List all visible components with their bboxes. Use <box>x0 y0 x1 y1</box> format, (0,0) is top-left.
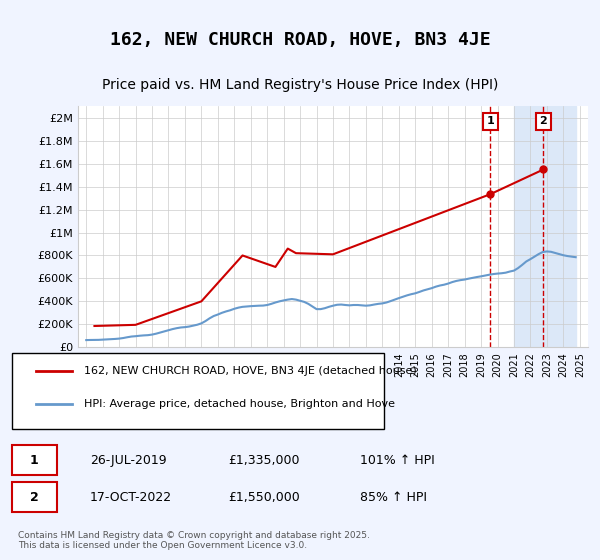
Text: 17-OCT-2022: 17-OCT-2022 <box>90 491 172 504</box>
Text: £1,550,000: £1,550,000 <box>228 491 300 504</box>
Text: 1: 1 <box>30 454 38 467</box>
Text: 85% ↑ HPI: 85% ↑ HPI <box>360 491 427 504</box>
Text: 162, NEW CHURCH ROAD, HOVE, BN3 4JE: 162, NEW CHURCH ROAD, HOVE, BN3 4JE <box>110 31 490 49</box>
Bar <box>514 106 575 347</box>
FancyBboxPatch shape <box>12 445 57 475</box>
Text: 2: 2 <box>30 491 38 504</box>
Text: Contains HM Land Registry data © Crown copyright and database right 2025.
This d: Contains HM Land Registry data © Crown c… <box>18 531 370 550</box>
Text: 2: 2 <box>539 116 547 127</box>
Text: £1,335,000: £1,335,000 <box>228 454 299 467</box>
Text: 26-JUL-2019: 26-JUL-2019 <box>90 454 167 467</box>
FancyBboxPatch shape <box>12 353 384 429</box>
Text: HPI: Average price, detached house, Brighton and Hove: HPI: Average price, detached house, Brig… <box>84 399 395 409</box>
Text: 101% ↑ HPI: 101% ↑ HPI <box>360 454 435 467</box>
Text: 162, NEW CHURCH ROAD, HOVE, BN3 4JE (detached house): 162, NEW CHURCH ROAD, HOVE, BN3 4JE (det… <box>84 366 417 376</box>
Text: Price paid vs. HM Land Registry's House Price Index (HPI): Price paid vs. HM Land Registry's House … <box>102 78 498 92</box>
Text: 1: 1 <box>487 116 494 127</box>
FancyBboxPatch shape <box>12 482 57 512</box>
